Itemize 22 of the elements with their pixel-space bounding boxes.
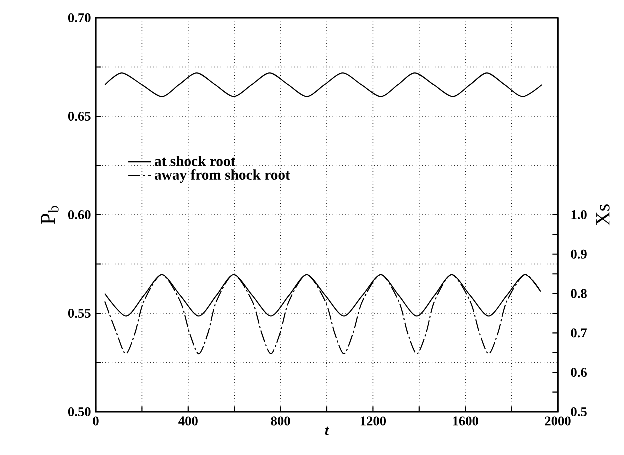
y2-tick-label: 0.9 xyxy=(571,250,587,259)
y2-tick-label: 0.8 xyxy=(571,289,587,298)
y-tick-label: 0.70 xyxy=(68,13,91,23)
y2-tick-label: 0.5 xyxy=(571,407,587,417)
y-axis-title: P$_{b}$ xyxy=(41,206,59,224)
legend-label: at shock root xyxy=(154,156,236,166)
y2-tick-label: 1.0 xyxy=(572,210,587,220)
y-tick-label: 0.50 xyxy=(68,407,91,417)
x-tick-label: 1200 xyxy=(360,416,386,426)
y2-tick-label: 0.7 xyxy=(571,328,588,338)
y2-axis-title: Xs xyxy=(596,204,610,226)
x-axis-title: t xyxy=(325,426,330,436)
y-tick-label: 0.55 xyxy=(68,308,91,318)
y2-tick-label: 0.6 xyxy=(571,368,587,378)
x-tick-label: 800 xyxy=(271,416,290,426)
y-tick-label: 0.65 xyxy=(68,112,91,122)
y-tick-label: 0.60 xyxy=(68,210,91,220)
legend-label: away from shock root xyxy=(154,169,290,183)
x-tick-label: 1600 xyxy=(453,416,478,426)
x-tick-label: 0 xyxy=(93,416,99,426)
x-tick-label: 2000 xyxy=(545,416,571,426)
x-tick-label: 400 xyxy=(178,416,198,426)
